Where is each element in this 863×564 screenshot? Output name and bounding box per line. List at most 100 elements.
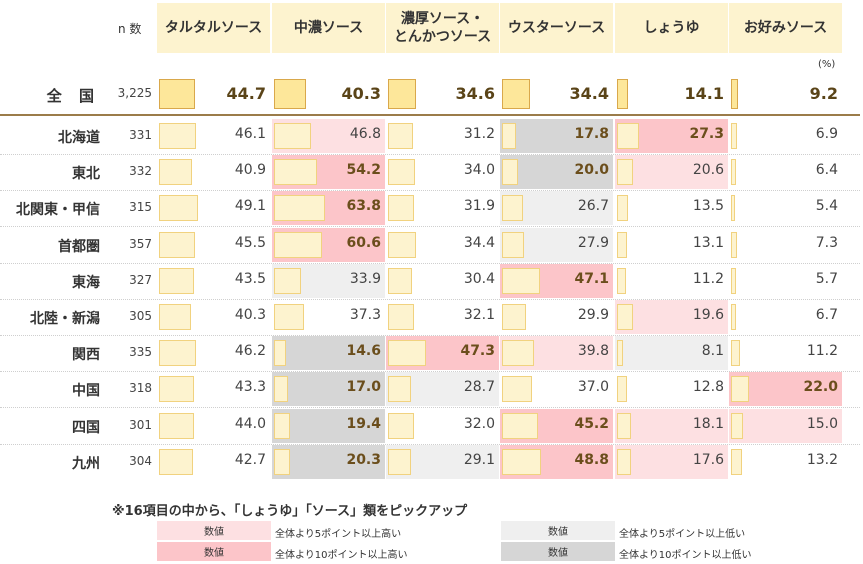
- value-bar: [731, 195, 736, 221]
- data-cell: 6.7: [729, 300, 842, 334]
- value-label: 47.1: [574, 271, 609, 287]
- data-cell: 8.1: [615, 336, 728, 370]
- data-cell: 49.1: [157, 191, 270, 225]
- row-n-count: 335: [129, 345, 152, 359]
- data-cell: 32.1: [386, 300, 499, 334]
- data-cell: 37.0: [500, 372, 613, 406]
- value-bar: [274, 304, 304, 330]
- value-bar: [502, 195, 524, 221]
- value-label: 33.9: [349, 271, 381, 287]
- value-label: 32.1: [463, 307, 495, 323]
- value-label: 26.7: [577, 198, 609, 214]
- data-cell: 6.4: [729, 155, 842, 189]
- value-bar: [502, 268, 540, 294]
- value-bar: [502, 232, 525, 258]
- legend-text-low10: 全体より10ポイント以上低い: [619, 550, 752, 561]
- unit-label: (%): [818, 59, 836, 70]
- data-cell: 37.3: [272, 300, 385, 334]
- value-label: 13.5: [692, 198, 724, 214]
- value-label: 42.7: [234, 452, 266, 468]
- value-bar: [274, 79, 307, 109]
- value-label: 45.5: [234, 235, 266, 251]
- value-label: 34.0: [463, 162, 495, 178]
- legend-swatch-low5: 数値: [501, 521, 615, 540]
- data-cell: 30.4: [386, 264, 499, 298]
- data-cell: 12.8: [615, 372, 728, 406]
- value-label: 27.3: [689, 126, 724, 142]
- value-label: 17.0: [346, 379, 381, 395]
- column-header: お好みソース: [729, 3, 842, 53]
- value-bar: [731, 304, 737, 330]
- value-label: 46.8: [349, 126, 381, 142]
- data-cell: 17.0: [272, 372, 385, 406]
- data-cell: 63.8: [272, 191, 385, 225]
- value-bar: [388, 304, 414, 330]
- data-cell: 11.2: [615, 264, 728, 298]
- data-cell: 13.2: [729, 445, 842, 479]
- value-bar: [274, 159, 318, 185]
- legend-text-high10: 全体より10ポイント以上高い: [275, 550, 408, 561]
- value-label: 18.1: [692, 416, 724, 432]
- data-cell: 11.2: [729, 336, 842, 370]
- data-cell: 46.2: [157, 336, 270, 370]
- value-label: 44.7: [226, 84, 266, 103]
- value-label: 34.4: [463, 235, 495, 251]
- data-cell: 46.8: [272, 119, 385, 153]
- value-label: 45.2: [574, 416, 609, 432]
- value-label: 19.4: [346, 416, 381, 432]
- value-bar: [502, 304, 526, 330]
- row-n-count: 304: [129, 454, 152, 468]
- value-bar: [502, 340, 534, 366]
- value-bar: [502, 449, 542, 475]
- value-label: 44.0: [234, 416, 266, 432]
- data-cell: 17.8: [500, 119, 613, 153]
- data-cell: 9.2: [729, 74, 842, 114]
- value-bar: [274, 123, 312, 149]
- value-bar: [731, 123, 737, 149]
- row-label: 九州: [72, 456, 100, 472]
- value-label: 17.8: [574, 126, 609, 142]
- value-label: 29.9: [577, 307, 609, 323]
- row-separator: [0, 371, 860, 372]
- value-label: 46.1: [234, 126, 266, 142]
- data-cell: 40.3: [157, 300, 270, 334]
- value-label: 29.1: [463, 452, 495, 468]
- value-label: 47.3: [460, 343, 495, 359]
- value-bar: [274, 449, 291, 475]
- data-cell: 44.0: [157, 409, 270, 443]
- row-n-count: 357: [129, 237, 152, 251]
- row-separator: [0, 444, 860, 445]
- value-bar: [274, 195, 326, 221]
- value-label: 27.9: [577, 235, 609, 251]
- data-cell: 20.3: [272, 445, 385, 479]
- value-label: 48.8: [574, 452, 609, 468]
- value-bar: [159, 232, 196, 258]
- value-bar: [731, 449, 742, 475]
- value-bar: [388, 449, 412, 475]
- value-bar: [159, 340, 196, 366]
- data-cell: 22.0: [729, 372, 842, 406]
- value-label: 39.8: [577, 343, 609, 359]
- legend-title: ※16項目の中から、「しょうゆ」「ソース」類をピックアップ: [112, 504, 468, 519]
- data-cell: 43.5: [157, 264, 270, 298]
- value-bar: [617, 123, 639, 149]
- value-label: 32.0: [463, 416, 495, 432]
- value-bar: [159, 79, 195, 109]
- value-label: 54.2: [346, 162, 381, 178]
- legend-text-high5: 全体より5ポイント以上高い: [275, 529, 402, 540]
- row-n-count: 305: [129, 309, 152, 323]
- value-bar: [617, 268, 626, 294]
- data-cell: 13.1: [615, 228, 728, 262]
- value-bar: [159, 195, 199, 221]
- value-label: 46.2: [234, 343, 266, 359]
- data-cell: 47.1: [500, 264, 613, 298]
- value-label: 22.0: [803, 379, 838, 395]
- data-cell: 32.0: [386, 409, 499, 443]
- data-cell: 34.0: [386, 155, 499, 189]
- value-bar: [731, 268, 736, 294]
- value-label: 6.7: [815, 307, 838, 323]
- value-label: 60.6: [346, 235, 381, 251]
- value-bar: [731, 232, 737, 258]
- value-bar: [274, 376, 288, 402]
- column-header: タルタルソース: [157, 3, 270, 53]
